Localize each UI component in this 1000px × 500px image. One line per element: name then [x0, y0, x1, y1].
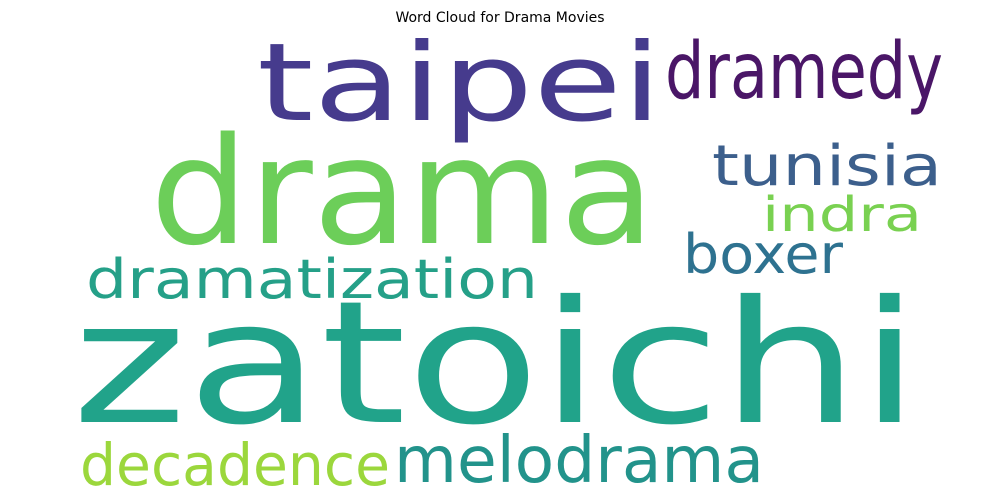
- chart-title: Word Cloud for Drama Movies: [395, 10, 605, 26]
- word-tunisia: tunisia: [712, 134, 942, 199]
- word-boxer: boxer: [683, 223, 844, 286]
- word-decadence: decadence: [80, 431, 390, 499]
- word-zatoichi: zatoichi: [72, 265, 920, 463]
- word-melodrama: melodrama: [394, 424, 764, 498]
- word-indra: indra: [762, 187, 922, 243]
- word-dramedy: dramedy: [665, 27, 943, 117]
- word-drama: drama: [150, 106, 655, 278]
- word-dramatization: dramatization: [86, 248, 538, 311]
- word-taipei: taipei: [257, 21, 662, 146]
